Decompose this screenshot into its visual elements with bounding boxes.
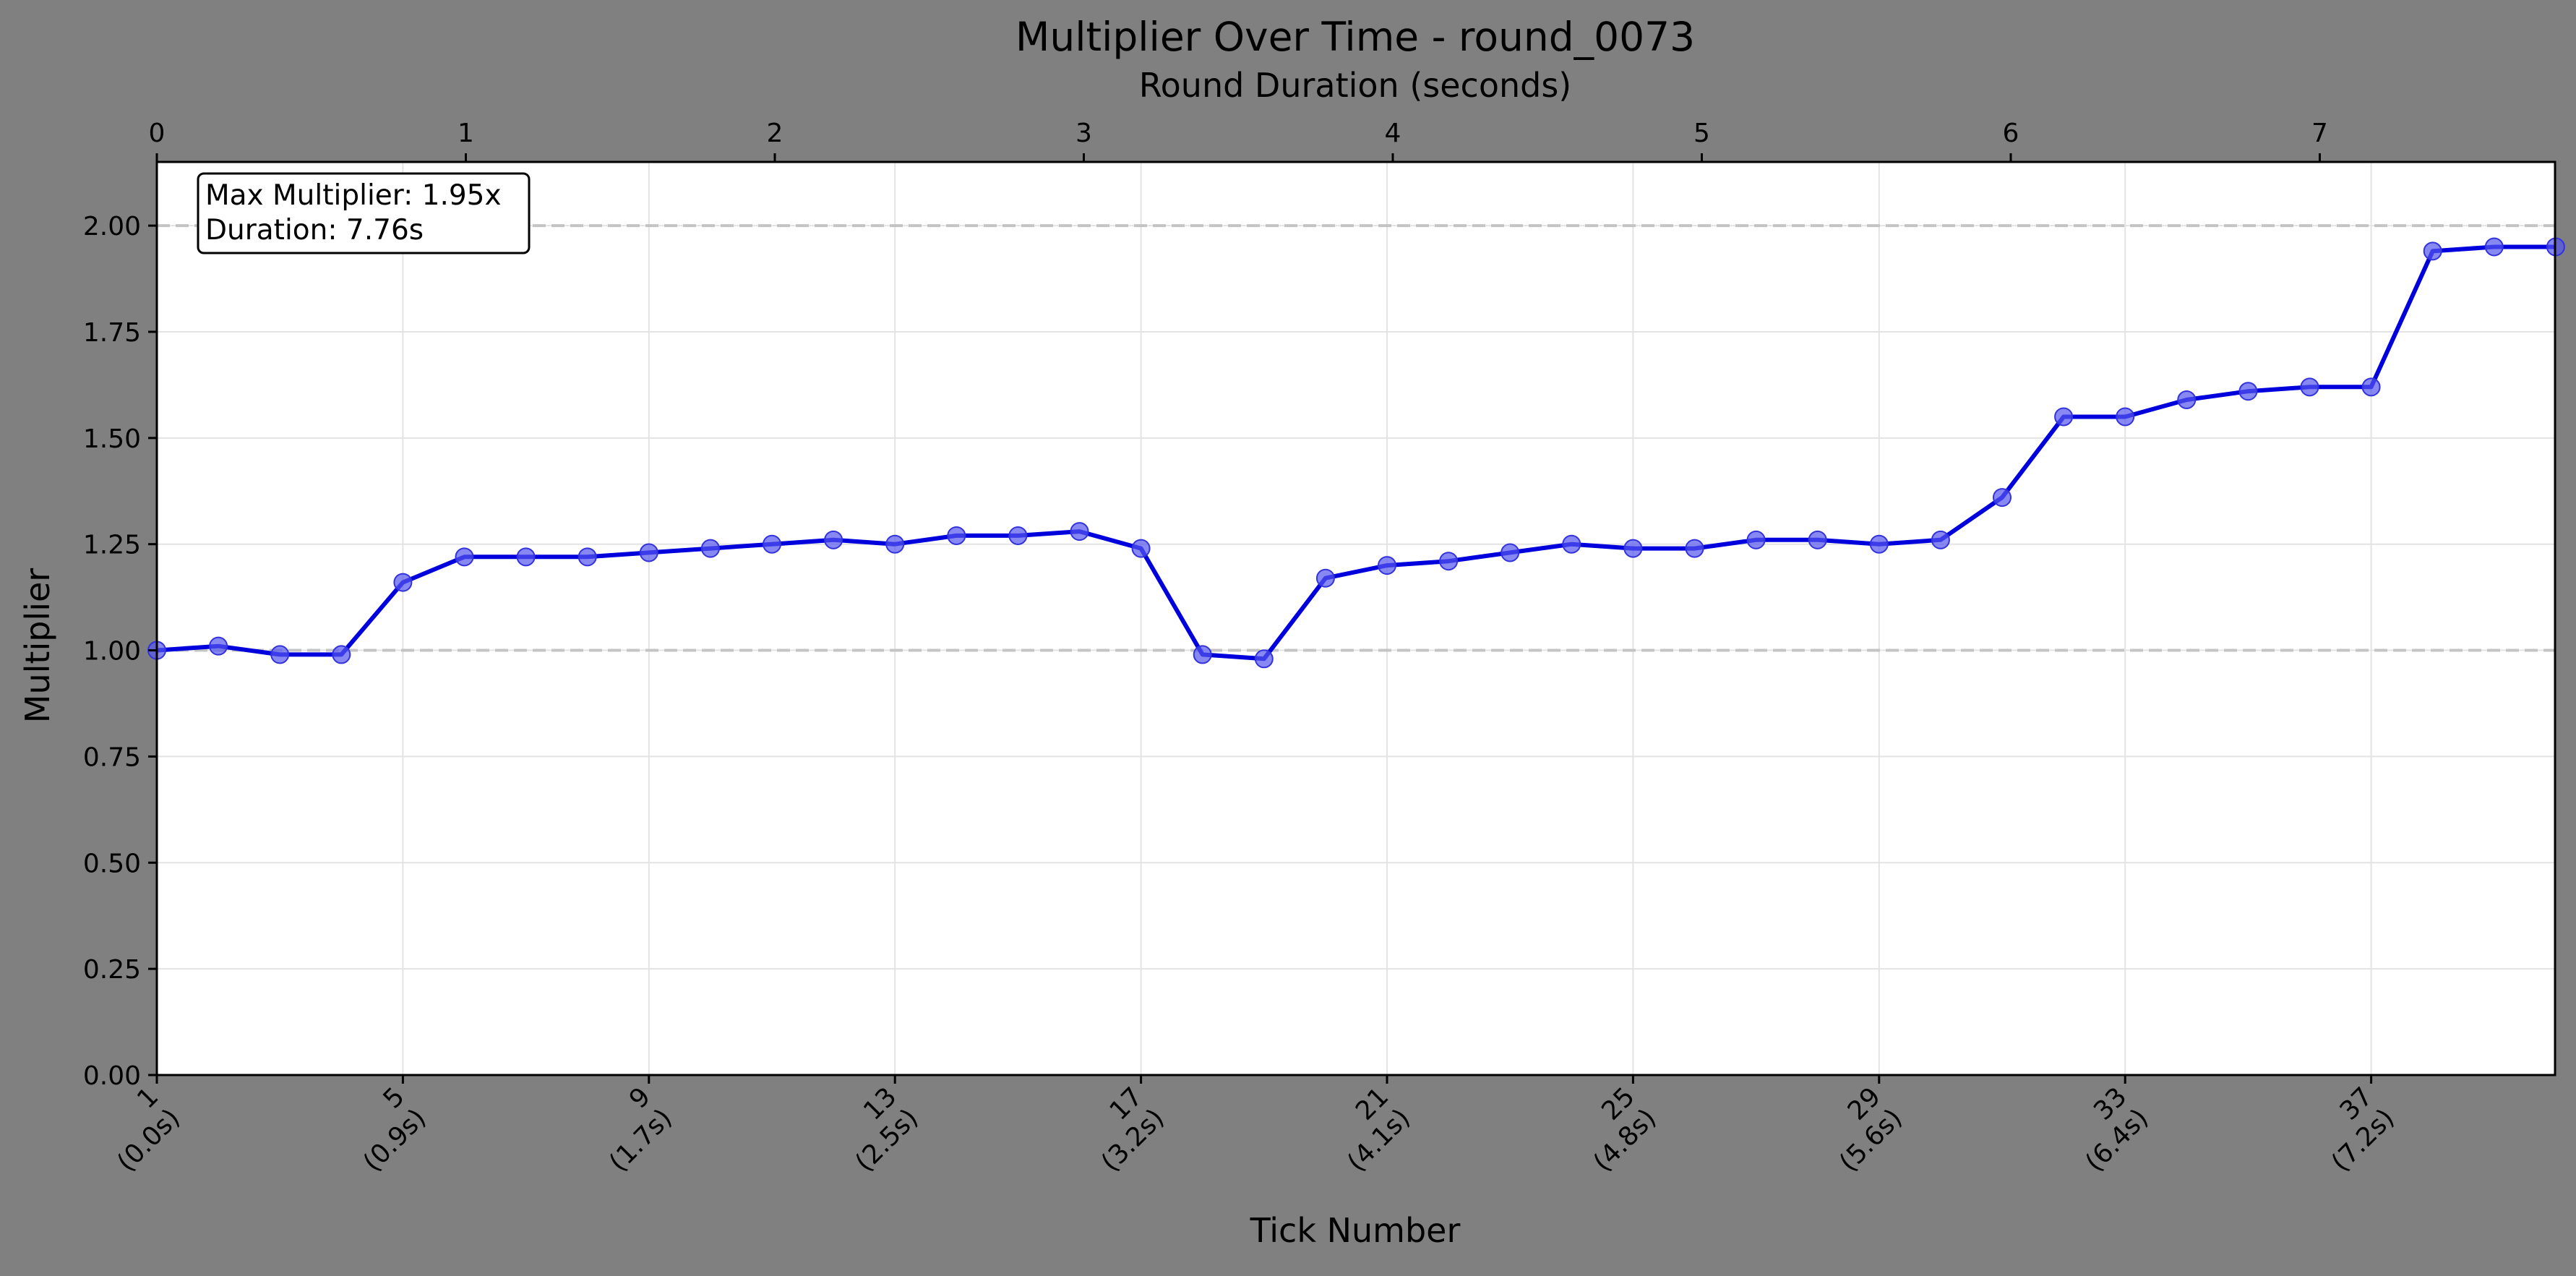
data-point <box>270 645 290 664</box>
x-tick-label: 33(6.4s) <box>2058 1082 2154 1177</box>
data-point <box>824 530 843 549</box>
x-tick-label: 25(4.8s) <box>1566 1082 1662 1177</box>
data-point <box>2423 241 2442 261</box>
x-tick-label: 13(2.5s) <box>828 1082 924 1177</box>
data-point <box>1008 526 1028 545</box>
x2-tick-label: 7 <box>2311 119 2328 148</box>
x-tick-label: 1(0.0s) <box>90 1082 186 1177</box>
data-point <box>1500 543 1520 562</box>
x-tick-label: 29(5.6s) <box>1813 1082 1908 1177</box>
y-axis-title: Multiplier <box>18 568 57 724</box>
chart-title: Multiplier Over Time - round_0073 <box>1016 14 1695 60</box>
data-point <box>2116 407 2135 427</box>
x-tick-time: (0.9s) <box>358 1103 432 1178</box>
y-tick-label: 1.75 <box>83 318 141 348</box>
data-point <box>516 547 536 567</box>
y-tick-label: 0.50 <box>83 849 141 878</box>
data-point <box>947 526 966 545</box>
data-point <box>2238 382 2258 401</box>
top-axis-title: Round Duration (seconds) <box>1139 66 1572 105</box>
plot-area: 0.000.250.500.751.001.251.501.752.001(0.… <box>83 119 2565 1178</box>
x2-tick-label: 6 <box>2003 119 2019 148</box>
y-tick-label: 0.75 <box>83 742 141 772</box>
data-point <box>700 539 720 558</box>
y-tick-label: 1.50 <box>83 424 141 454</box>
x-tick-label: 9(1.7s) <box>583 1082 678 1177</box>
y-tick-label: 0.00 <box>83 1061 141 1091</box>
x-tick-label: 21(4.1s) <box>1321 1082 1416 1177</box>
data-point <box>1439 552 1459 571</box>
x-tick-time: (0.0s) <box>111 1103 186 1178</box>
data-point <box>1378 556 1396 575</box>
x-tick-time: (1.7s) <box>604 1103 678 1178</box>
y-tick-label: 0.25 <box>83 955 141 985</box>
series-line <box>156 244 2556 661</box>
data-point <box>1562 534 1581 554</box>
axes-frame <box>155 160 2556 1076</box>
x-tick-label: 37(7.2s) <box>2304 1082 2400 1177</box>
data-point <box>578 547 597 567</box>
data-point <box>885 534 905 554</box>
data-point <box>1623 539 1643 558</box>
x2-tick-label: 1 <box>458 119 474 148</box>
y-tick-label: 1.00 <box>83 637 141 667</box>
annotation-line: Max Multiplier: 1.95x <box>205 179 502 212</box>
data-point <box>639 543 658 562</box>
x2-tick-label: 3 <box>1076 119 1092 148</box>
annotation-line: Duration: 7.76s <box>205 214 424 247</box>
x2-tick-label: 0 <box>149 119 166 148</box>
data-point <box>1993 488 2012 508</box>
data-point <box>332 645 351 664</box>
data-point <box>2177 390 2197 409</box>
data-point <box>1685 539 1704 558</box>
data-point <box>2300 377 2319 397</box>
annotation-box <box>197 172 531 254</box>
x-axis-title: Tick Number <box>1250 1211 1461 1250</box>
plot-background <box>157 162 2555 1075</box>
x-tick-label: 5(0.9s) <box>336 1082 432 1177</box>
x2-tick-label: 4 <box>1385 119 1401 148</box>
x2-tick-label: 2 <box>767 119 783 148</box>
data-point <box>1746 530 1766 549</box>
data-point <box>455 547 474 567</box>
data-point <box>1315 568 1335 588</box>
data-point <box>1254 649 1274 669</box>
data-point <box>2361 377 2381 397</box>
data-point <box>393 573 413 592</box>
data-point <box>1070 522 1089 541</box>
y-tick-label: 2.00 <box>83 212 141 241</box>
y-tick-label: 1.25 <box>83 531 141 560</box>
data-point <box>1931 530 1950 549</box>
data-point <box>1869 534 1889 554</box>
data-point <box>1193 645 1212 664</box>
data-point <box>1808 530 1827 549</box>
data-point <box>763 534 781 554</box>
x-tick-label: 17(3.2s) <box>1074 1082 1169 1177</box>
data-point <box>209 636 228 656</box>
data-point <box>1131 539 1151 558</box>
data-point <box>2054 407 2074 427</box>
data-point <box>2484 237 2504 257</box>
x2-tick-label: 5 <box>1693 119 1710 148</box>
